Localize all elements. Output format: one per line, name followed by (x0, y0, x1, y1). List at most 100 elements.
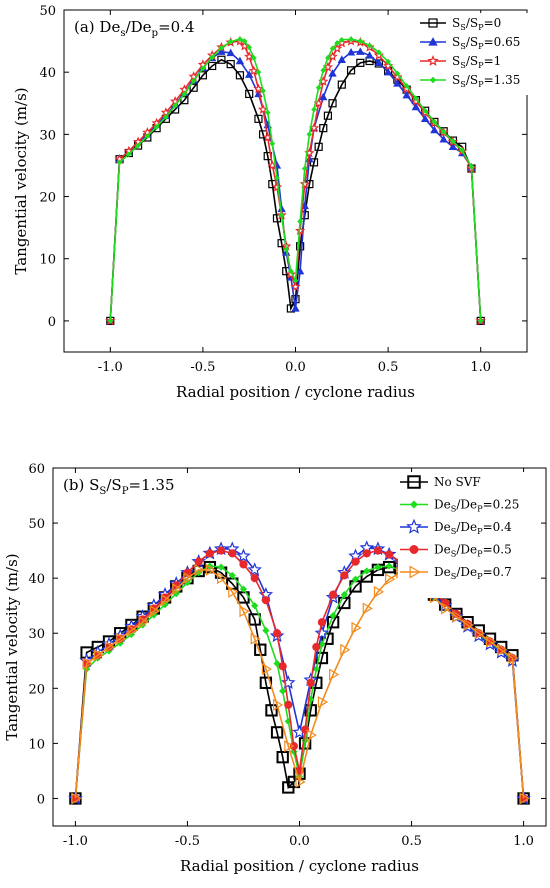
y-tick-label: 0 (48, 315, 56, 330)
data-point (340, 571, 349, 580)
data-point (508, 652, 519, 665)
data-point (189, 83, 198, 92)
data-point (338, 36, 345, 43)
data-point (228, 549, 237, 558)
data-point (116, 159, 123, 166)
data-point (265, 704, 278, 717)
data-point (306, 729, 317, 742)
data-point (385, 573, 396, 586)
data-point (138, 616, 149, 629)
data-point (329, 45, 336, 52)
legend-marker (406, 518, 422, 534)
data-point (194, 563, 205, 576)
data-point (374, 563, 382, 571)
data-point (135, 142, 142, 149)
data-point (278, 212, 285, 219)
legend-label: No SVF (434, 475, 481, 489)
data-point (328, 99, 337, 108)
data-point (474, 627, 485, 640)
legend-label: DeS/DeP=0.25 (434, 498, 519, 514)
data-point (241, 38, 248, 45)
data-point (340, 590, 349, 599)
x-axis-label: Radial position / cyclone radius (176, 383, 415, 401)
data-point (260, 87, 267, 94)
data-point (250, 601, 259, 610)
data-point (311, 106, 317, 113)
y-axis-label: Tangential velocity (m/s) (12, 87, 30, 274)
data-point (295, 266, 305, 275)
data-point (250, 574, 259, 583)
data-point (362, 567, 371, 575)
legend-label: SS/SP=0.65 (452, 35, 520, 51)
data-point (340, 643, 351, 656)
data-point (259, 676, 273, 689)
series-4 (71, 546, 528, 803)
data-point (385, 58, 392, 65)
data-point (270, 726, 284, 739)
x-tick-label: 0.5 (401, 834, 422, 849)
x-axis-label: Radial position / cyclone radius (180, 857, 419, 875)
y-tick-label: 50 (39, 4, 56, 19)
x-tick-label: -1.0 (63, 834, 88, 849)
y-tick-label: 30 (28, 627, 45, 642)
data-point (283, 246, 290, 253)
data-point (250, 632, 261, 645)
data-point (290, 281, 301, 292)
data-point (246, 44, 253, 51)
data-point (317, 696, 329, 709)
data-point (374, 58, 384, 67)
legend-label: SS/SP=1 (452, 54, 501, 70)
data-point (403, 82, 410, 89)
data-point (431, 118, 438, 125)
data-point (272, 629, 282, 638)
data-point (321, 632, 334, 645)
data-point (228, 571, 237, 580)
legend-entry: DeS/DeP=0.4 (400, 518, 512, 536)
data-point (261, 663, 273, 676)
data-point (315, 84, 322, 91)
data-point (295, 775, 306, 788)
data-point (269, 140, 276, 147)
data-point (351, 557, 360, 566)
legend-box (398, 472, 538, 598)
data-point (422, 107, 429, 114)
data-point (217, 55, 226, 64)
data-point (208, 61, 217, 71)
data-point (420, 114, 430, 123)
data-point (373, 546, 383, 555)
data-point (497, 643, 508, 656)
data-point (314, 142, 323, 151)
series-line (74, 566, 525, 799)
legend-entry: DeS/DeP=0.25 (400, 498, 519, 514)
legend-label: DeS/DeP=0.7 (434, 565, 512, 581)
y-tick-label: 40 (28, 572, 45, 587)
data-point (412, 95, 419, 102)
data-point (205, 549, 214, 558)
data-point (348, 36, 355, 43)
y-tick-label: 40 (39, 66, 56, 81)
legend-marker (409, 565, 421, 579)
legend-entry: SS/SP=1.35 (420, 73, 520, 89)
data-point (93, 649, 104, 662)
data-point (301, 165, 308, 172)
series-line (109, 38, 482, 321)
data-point (337, 80, 346, 89)
data-point (337, 55, 346, 63)
data-point (160, 594, 172, 607)
data-point (394, 70, 401, 77)
legend: No SVF DeS/DeP=0.25 DeS/DeP=0.4 DeS/DeP=0.5… (398, 472, 538, 598)
data-point (306, 678, 315, 687)
data-point (468, 163, 475, 170)
legend: SS/SP=0 SS/SP=0.65 SS/SP=1 SS/SP=1.35 (418, 13, 528, 95)
data-point (264, 109, 271, 116)
data-point (441, 602, 452, 615)
data-point (198, 71, 207, 80)
data-point (247, 562, 262, 577)
data-point (227, 38, 234, 45)
data-point (245, 89, 254, 99)
data-point (104, 641, 116, 653)
data-point (328, 69, 337, 77)
data-point (385, 562, 393, 570)
legend-entry: No SVF (400, 475, 481, 489)
y-tick-label: 20 (28, 682, 45, 697)
